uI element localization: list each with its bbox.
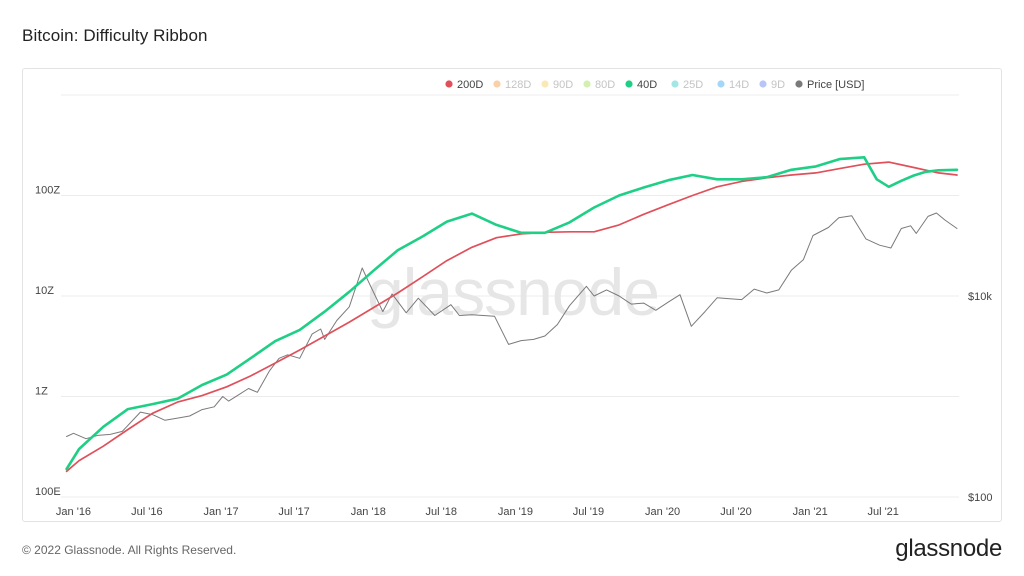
legend-label: Price [USD] (807, 79, 864, 91)
chart-panel: glassnode 100E 1Z 10Z 100Z $100 $10k Jan '16 J… (22, 68, 1002, 522)
legend-item-14d[interactable]: 14D (717, 79, 749, 91)
page-title: Bitcoin: Difficulty Ribbon (22, 26, 208, 45)
series-layer (65, 156, 959, 473)
legend-label: 40D (637, 79, 657, 91)
legend-dot (795, 80, 803, 88)
legend-dot (445, 80, 453, 88)
legend-label: 9D (771, 79, 785, 91)
x-tick-label: Jul '21 (867, 506, 898, 518)
watermark: glassnode (367, 255, 659, 329)
legend-item-9d[interactable]: 9D (759, 79, 785, 91)
series-line-40d (65, 156, 959, 471)
series-line-200d (65, 161, 958, 473)
series-line-price-usd (66, 212, 958, 440)
x-tick-label: Jan '16 (56, 506, 91, 518)
x-tick-label: Jan '21 (793, 506, 828, 518)
y-axis-labels: 100E 1Z 10Z 100Z $100 $10k (35, 185, 992, 505)
y-left-tick-label: 10Z (35, 285, 54, 297)
legend-dot (625, 80, 633, 88)
x-axis-labels: Jan '16 Jul '16 Jan '17 Jul '17 Jan '18 Jul '… (56, 506, 899, 518)
legend-dot (671, 80, 679, 88)
x-tick-label: Jul '17 (278, 506, 309, 518)
y-left-tick-label: 1Z (35, 386, 48, 398)
legend-dot (717, 80, 725, 88)
legend-item-80d[interactable]: 80D (583, 79, 615, 91)
legend-item-200d[interactable]: 200D (445, 79, 483, 91)
copyright-text: © 2022 Glassnode. All Rights Reserved. (22, 543, 237, 557)
legend-dot (493, 80, 501, 88)
legend-item-price-usd[interactable]: Price [USD] (795, 79, 864, 91)
y-right-tick-label: $100 (968, 492, 992, 504)
x-tick-label: Jan '20 (645, 506, 680, 518)
y-left-tick-label: 100Z (35, 185, 60, 197)
legend[interactable]: 200D 128D 90D 80D 40D 25D 14D 9D Price [USD] (445, 79, 864, 91)
legend-item-90d[interactable]: 90D (541, 79, 573, 91)
legend-item-128d[interactable]: 128D (493, 79, 531, 91)
legend-dot (759, 80, 767, 88)
x-tick-label: Jul '20 (720, 506, 751, 518)
y-right-tick-label: $10k (968, 291, 992, 303)
grid-lines (61, 94, 959, 498)
y-left-tick-label: 100E (35, 486, 61, 498)
legend-label: 25D (683, 79, 703, 91)
legend-label: 80D (595, 79, 615, 91)
x-tick-label: Jan '19 (498, 506, 533, 518)
legend-item-40d[interactable]: 40D (625, 79, 657, 91)
x-tick-label: Jul '19 (573, 506, 604, 518)
legend-label: 90D (553, 79, 573, 91)
legend-label: 200D (457, 79, 483, 91)
legend-dot (583, 80, 591, 88)
legend-dot (541, 80, 549, 88)
legend-item-25d[interactable]: 25D (671, 79, 703, 91)
brand-logo: glassnode (895, 535, 1002, 562)
x-tick-label: Jan '18 (351, 506, 386, 518)
legend-label: 14D (729, 79, 749, 91)
x-tick-label: Jul '16 (131, 506, 162, 518)
x-tick-label: Jan '17 (204, 506, 239, 518)
legend-label: 128D (505, 79, 531, 91)
x-tick-label: Jul '18 (426, 506, 457, 518)
